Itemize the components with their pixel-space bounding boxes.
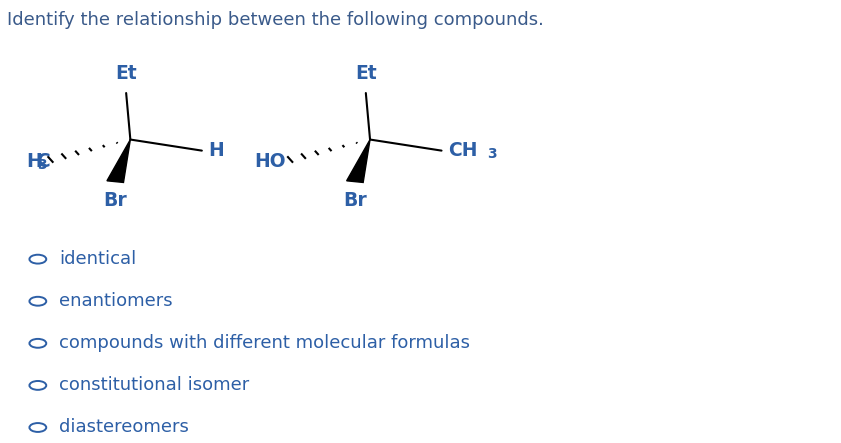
- Text: H: H: [26, 152, 42, 171]
- Text: Br: Br: [343, 191, 367, 210]
- Text: HO: HO: [254, 152, 286, 171]
- Text: CH: CH: [448, 141, 478, 160]
- Text: Et: Et: [115, 64, 137, 83]
- Text: 3: 3: [487, 147, 496, 161]
- Text: Br: Br: [103, 191, 127, 210]
- Text: constitutional isomer: constitutional isomer: [59, 377, 249, 394]
- Text: compounds with different molecular formulas: compounds with different molecular formu…: [59, 334, 470, 352]
- Text: 3: 3: [37, 158, 46, 172]
- Text: diastereomers: diastereomers: [59, 419, 188, 436]
- Polygon shape: [107, 140, 130, 183]
- Text: Et: Et: [355, 64, 377, 83]
- Text: H: H: [209, 141, 225, 160]
- Text: Identify the relationship between the following compounds.: Identify the relationship between the fo…: [7, 11, 543, 29]
- Text: enantiomers: enantiomers: [59, 292, 172, 310]
- Text: C: C: [36, 152, 50, 171]
- Polygon shape: [346, 140, 370, 183]
- Text: identical: identical: [59, 250, 136, 268]
